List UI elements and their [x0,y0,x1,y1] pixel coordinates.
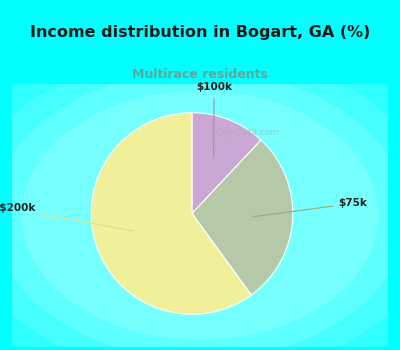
Ellipse shape [0,32,400,350]
Text: Income distribution in Bogart, GA (%): Income distribution in Bogart, GA (%) [30,25,370,40]
Text: City-Data.com: City-Data.com [216,128,280,137]
Text: Multirace residents: Multirace residents [132,68,268,81]
Ellipse shape [22,91,379,340]
Ellipse shape [0,51,400,350]
Text: $100k: $100k [196,83,232,156]
Ellipse shape [0,71,400,350]
Ellipse shape [0,12,400,350]
Wedge shape [192,140,293,295]
Wedge shape [192,113,261,214]
Text: > $200k: > $200k [0,203,134,231]
Text: $75k: $75k [253,198,367,217]
Wedge shape [91,113,251,314]
